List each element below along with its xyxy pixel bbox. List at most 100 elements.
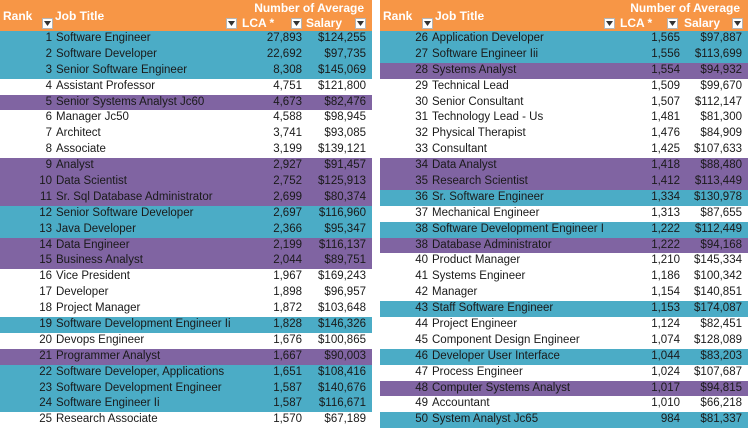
- rank-cell: 2: [45, 47, 52, 60]
- rank-cell: 14: [39, 238, 52, 251]
- dropdown-arrow-icon: [293, 21, 300, 26]
- job-title-cell: Project Engineer: [432, 318, 518, 331]
- job-title-cell: Research Scientist: [432, 175, 528, 188]
- table-row: 24 Software Engineer Ii 1,587 $116,671: [0, 396, 372, 413]
- table-row: 26 Application Developer 1,565 $97,887: [380, 31, 748, 47]
- table-row: 19 Software Development Engineer Ii 1,828 $…: [0, 317, 372, 333]
- average-salary-cell: $103,648: [318, 302, 366, 315]
- lca-count-cell: 1,412: [651, 175, 680, 188]
- rank-cell: 43: [415, 302, 428, 315]
- table-row: 1 Software Engineer 27,893 $124,255: [0, 31, 372, 47]
- lca-header: LCA *: [242, 16, 275, 30]
- table-row: 3 Senior Software Engineer 8,308 $145,069: [0, 62, 372, 79]
- lca-count-cell: 1,476: [651, 127, 680, 140]
- job-title-cell: Vice President: [56, 270, 130, 283]
- table-row: 22 Software Developer, Applications 1,651 $…: [0, 364, 372, 381]
- lca-count-cell: 1,010: [651, 397, 680, 410]
- table-row: 8 Associate 3,199 $139,121: [0, 142, 372, 159]
- job-title-cell: Manager Jc50: [56, 111, 129, 124]
- rank-cell: 21: [39, 349, 52, 362]
- table-row: 11 Sr. Sql Database Administrator 2,699 $80…: [0, 189, 372, 206]
- lca-filter-button[interactable]: [291, 18, 302, 29]
- table-row: 10 Data Scientist 2,752 $125,913: [0, 174, 372, 190]
- salary-filter-button[interactable]: [732, 18, 743, 29]
- lca-count-cell: 1,565: [651, 32, 680, 44]
- lca-count-cell: 1,334: [651, 190, 680, 203]
- table-row: 30 Senior Consultant 1,507 $112,147: [380, 94, 748, 111]
- job-title-cell: Technical Lead: [432, 79, 509, 92]
- average-salary-cell: $99,670: [700, 79, 742, 92]
- rank-cell: 27: [415, 47, 428, 60]
- rank-cell: 22: [39, 365, 52, 378]
- rank-cell: 9: [45, 159, 52, 172]
- lca-count-cell: 4,751: [273, 79, 302, 92]
- lca-count-cell: 1,024: [651, 365, 680, 378]
- average-salary-cell: $140,676: [318, 381, 366, 394]
- job-title-cell: Sr. Software Engineer: [432, 190, 544, 203]
- average-salary-cell: $174,087: [694, 302, 742, 315]
- table-row: 28 Systems Analyst 1,554 $94,932: [380, 62, 748, 79]
- job-title-cell: Technology Lead - Us: [432, 111, 544, 124]
- table-row: 35 Research Scientist 1,412 $113,449: [380, 174, 748, 190]
- rank-cell: 36: [415, 190, 428, 203]
- average-salary-cell: $96,957: [324, 286, 366, 299]
- dropdown-arrow-icon: [669, 21, 676, 26]
- lca-count-cell: 1,967: [273, 270, 302, 283]
- rank-cell: 8: [45, 143, 52, 156]
- job-title-cell: System Analyst Jc65: [432, 413, 539, 426]
- job-title-cell: Product Manager: [432, 254, 521, 267]
- job-title-cell: Senior Systems Analyst Jc60: [56, 95, 205, 108]
- lca-count-cell: 1,074: [651, 333, 680, 346]
- job-title-cell: Analyst: [56, 159, 94, 172]
- rank-cell: 42: [415, 286, 428, 299]
- lca-count-cell: 4,673: [273, 95, 302, 108]
- rank-cell: 19: [39, 318, 52, 331]
- job-title-filter-button[interactable]: [604, 18, 615, 29]
- job-title-filter-button[interactable]: [226, 18, 237, 29]
- average-salary-cell: $145,069: [318, 63, 366, 76]
- rank-filter-button[interactable]: [42, 18, 53, 29]
- lca-filter-button[interactable]: [667, 18, 678, 29]
- job-title-cell: Software Development Engineer: [56, 381, 222, 394]
- job-title-cell: Devops Engineer: [56, 333, 145, 346]
- lca-count-cell: 2,752: [273, 175, 302, 188]
- table-row: 49 Accountant 1,010 $66,218: [380, 396, 748, 413]
- table-row: 13 Java Developer 2,366 $95,347: [0, 221, 372, 238]
- average-salary-cell: $121,800: [318, 79, 366, 92]
- rank-filter-button[interactable]: [422, 18, 433, 29]
- table-row: 6 Manager Jc50 4,588 $98,945: [0, 110, 372, 127]
- rank-cell: 26: [415, 32, 428, 44]
- lca-count-cell: 1,210: [651, 254, 680, 267]
- average-salary-cell: $83,203: [700, 349, 742, 362]
- lca-count-cell: 2,044: [273, 254, 302, 267]
- job-title-cell: Database Administrator: [432, 238, 552, 251]
- rank-cell: 41: [415, 270, 428, 283]
- average-salary-cell: $128,089: [694, 333, 742, 346]
- rank-cell: 25: [39, 413, 52, 426]
- average-salary-cell: $84,909: [700, 127, 742, 140]
- rank-cell: 37: [415, 206, 428, 219]
- table-row: 4 Assistant Professor 4,751 $121,800: [0, 78, 372, 95]
- average-salary-cell: $125,913: [318, 175, 366, 188]
- lca-count-cell: 1,222: [651, 238, 680, 251]
- job-title-cell: Mechanical Engineer: [432, 206, 540, 219]
- average-salary-cell: $94,168: [700, 238, 742, 251]
- job-title-cell: Developer: [56, 286, 109, 299]
- average-salary-cell: $113,699: [694, 47, 742, 60]
- lca-count-cell: 1,154: [651, 286, 680, 299]
- average-salary-cell: $88,480: [700, 159, 742, 172]
- table-row: 18 Project Manager 1,872 $103,648: [0, 301, 372, 318]
- table-row: 32 Physical Therapist 1,476 $84,909: [380, 126, 748, 143]
- salary-filter-button[interactable]: [355, 18, 366, 29]
- rank-cell: 24: [39, 397, 52, 410]
- table-row: 2 Software Developer 22,692 $97,735: [0, 46, 372, 63]
- table-row: 38 Software Development Engineer I 1,222 $1…: [380, 221, 748, 238]
- average-salary-cell: $139,121: [318, 143, 366, 156]
- job-title-cell: Developer User Interface: [432, 349, 560, 362]
- rank-cell: 11: [40, 190, 52, 203]
- table-row: 50 System Analyst Jc65 984 $81,337: [380, 412, 748, 429]
- lca-count-cell: 2,199: [273, 238, 302, 251]
- average-salary-cell: $87,655: [700, 206, 742, 219]
- average-salary-cell: $169,243: [318, 270, 366, 283]
- table-row: 37 Mechanical Engineer 1,313 $87,655: [380, 205, 748, 222]
